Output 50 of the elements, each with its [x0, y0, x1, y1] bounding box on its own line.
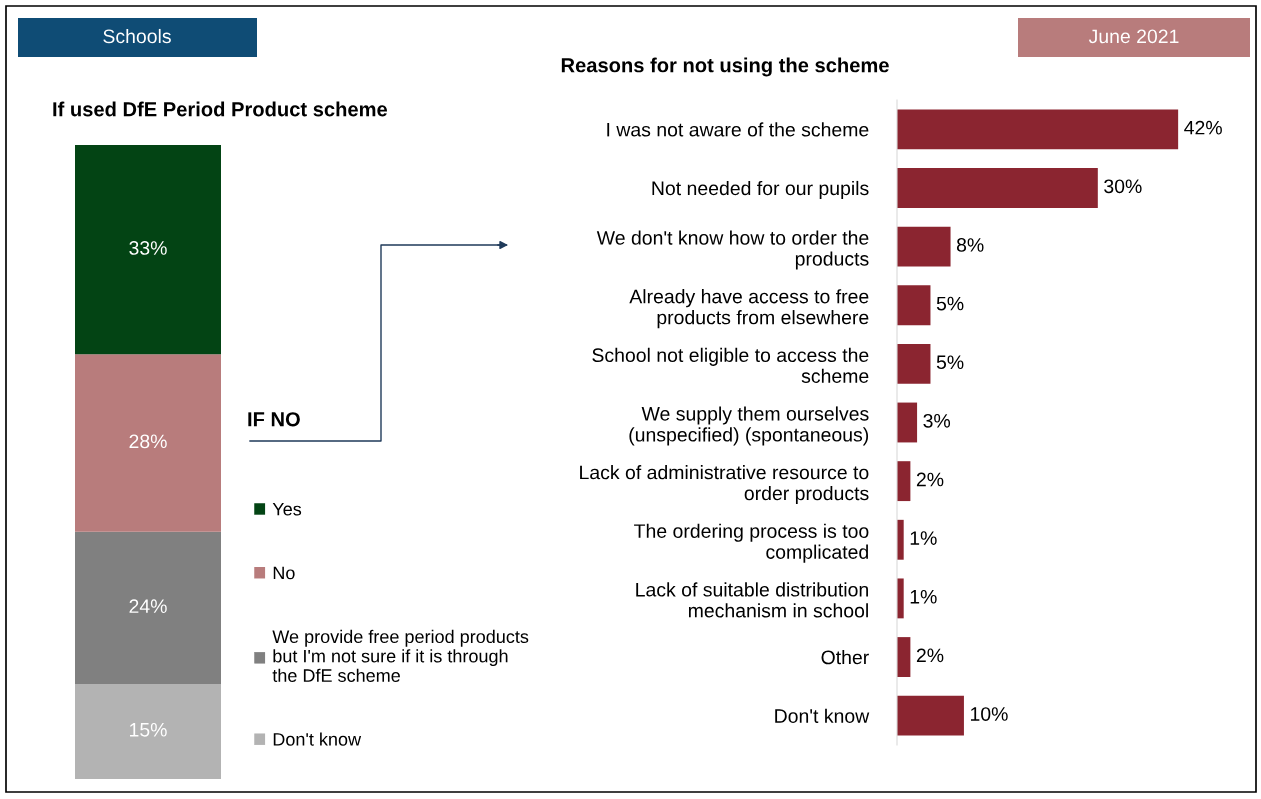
data-label: 33% — [129, 241, 167, 255]
data-label: 2% — [916, 648, 944, 663]
bar — [897, 637, 911, 677]
data-label: 30% — [1104, 179, 1142, 194]
bar — [75, 145, 221, 355]
data-label: 5% — [936, 296, 964, 311]
data-label: 8% — [956, 238, 984, 252]
bar — [897, 285, 931, 326]
bar — [897, 695, 964, 736]
y-tick-label: School not eligible to access the scheme — [592, 347, 869, 383]
legend-label: Don't know — [273, 732, 362, 746]
y-tick-label: We supply them ourselves (unspecified) (spontaneous) — [629, 406, 869, 446]
bar — [897, 461, 911, 502]
data-label: 28% — [129, 434, 167, 449]
bar — [897, 343, 931, 384]
y-tick-label: Already have access to free products from elsewhere — [629, 289, 869, 329]
bar — [75, 683, 221, 779]
bar — [75, 354, 221, 532]
bar — [75, 531, 221, 684]
y-tick-label: Lack of administrative resource to order products — [580, 465, 869, 505]
legend-label: Yes — [272, 502, 302, 516]
text: June 2021 — [1088, 29, 1179, 44]
text: Schools — [103, 28, 171, 44]
data-label: 2% — [916, 472, 944, 487]
y-tick-label: I was not aware of the scheme — [607, 122, 869, 137]
bar — [897, 226, 951, 267]
data-label: 42% — [1184, 120, 1222, 135]
y-tick-label: Don't know — [775, 708, 870, 723]
legend-label: No — [273, 566, 295, 580]
bar — [897, 168, 1098, 208]
chart-title: If used DfE Period Product scheme — [53, 101, 388, 117]
data-label: 10% — [970, 707, 1008, 721]
text: Reasons for not using the scheme — [561, 57, 889, 77]
text: IF NO — [248, 412, 300, 427]
y-tick-label: Not needed for our pupils — [652, 180, 869, 200]
y-tick-label: We don't know how to order the products — [596, 230, 869, 270]
y-tick-label: Lack of suitable distribution mechanism in school — [636, 582, 868, 618]
bar — [897, 109, 1179, 150]
data-label: 1% — [910, 531, 937, 545]
y-tick-label: The ordering process is too complicated — [634, 523, 869, 563]
data-label: 3% — [923, 413, 951, 428]
bar — [897, 578, 904, 619]
data-label: 5% — [936, 355, 964, 370]
legend-label: We provide free period products but I'm not sure if it is through the DfE scheme — [272, 629, 529, 682]
data-label: 24% — [129, 599, 167, 613]
data-label: 1% — [910, 589, 937, 604]
data-label: 15% — [130, 722, 167, 737]
bar — [897, 519, 904, 560]
y-tick-label: Other — [821, 650, 869, 665]
bar — [897, 402, 918, 443]
